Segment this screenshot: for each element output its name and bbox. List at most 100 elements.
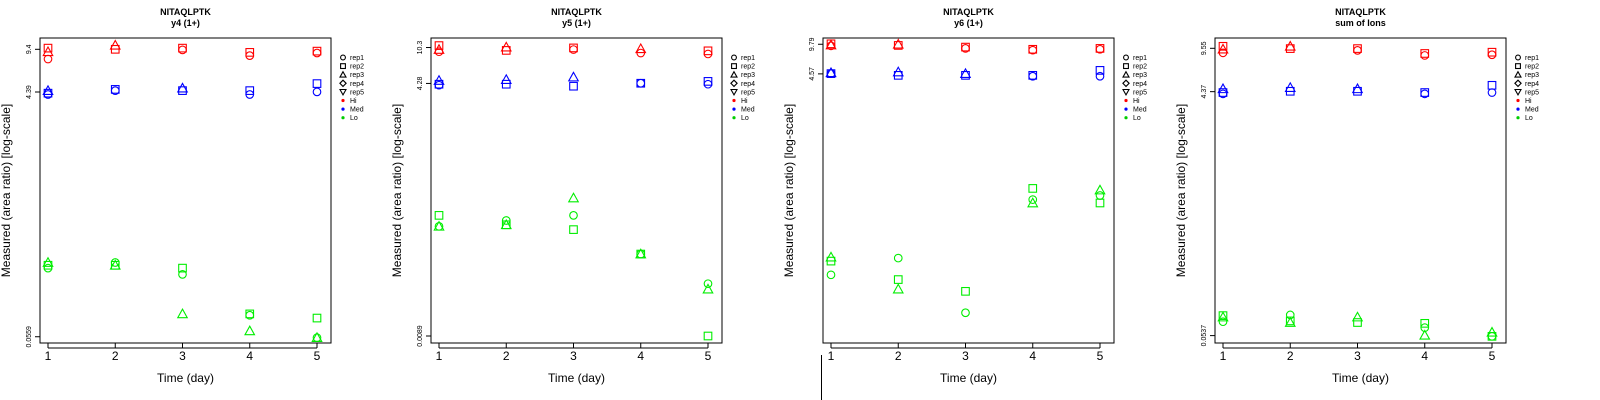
x-tick-label: 2 <box>112 349 119 363</box>
y-tick-label: 4.39 <box>26 85 33 99</box>
data-point <box>1486 326 1498 337</box>
x-axis-label: Time (day) <box>940 371 997 385</box>
x-tick-label: 1 <box>436 349 443 363</box>
data-point <box>961 308 970 318</box>
chart-subtitle: y5 (1+) <box>562 18 591 28</box>
y-tick-label: 0.0537 <box>1201 325 1208 347</box>
data-point <box>110 85 120 94</box>
legend-label: Hi <box>1525 98 1532 105</box>
x-tick-label: 3 <box>1354 349 1361 363</box>
legend-label: rep2 <box>1525 64 1539 71</box>
data-point <box>312 48 322 58</box>
legend-marker <box>1516 98 1520 103</box>
plot-frame <box>430 37 723 344</box>
data-point <box>433 220 445 231</box>
legend-label: rep1 <box>1525 55 1539 62</box>
data-point <box>245 309 255 319</box>
legend-marker <box>1514 79 1522 88</box>
x-axis-label: Time (day) <box>1332 371 1389 385</box>
data-point <box>1284 81 1296 92</box>
data-point <box>1420 88 1430 97</box>
data-point <box>961 42 970 52</box>
data-point <box>703 279 713 289</box>
y-tick-label: 0.0559 <box>26 326 33 348</box>
legend-label: rep3 <box>741 72 755 79</box>
data-point <box>1284 40 1296 51</box>
legend-marker <box>341 98 345 103</box>
legend-label: rep2 <box>1133 64 1147 71</box>
data-point <box>1028 44 1038 54</box>
chart-title: NITAQLPTK <box>551 7 602 17</box>
data-point <box>433 43 445 54</box>
x-tick-label: 2 <box>1287 349 1294 363</box>
legend-marker <box>341 107 345 111</box>
data-point <box>636 78 646 88</box>
data-point <box>1351 82 1364 94</box>
legend-label: rep3 <box>1133 72 1147 79</box>
x-tick-label: 5 <box>705 349 712 363</box>
chart-subtitle: y6 (1+) <box>954 18 983 28</box>
data-point <box>311 331 323 343</box>
chart-subtitle: y4 (1+) <box>171 18 200 28</box>
chart-title: NITAQLPTK <box>1335 7 1386 17</box>
legend-label: Med <box>1133 107 1147 114</box>
data-point <box>1095 71 1105 81</box>
y-tick-label: 4.57 <box>809 67 816 81</box>
data-point <box>703 49 713 59</box>
data-point <box>178 45 187 55</box>
data-point <box>500 41 512 52</box>
data-point <box>825 66 837 78</box>
y-tick-label: 9.55 <box>1201 41 1208 55</box>
data-point <box>1353 318 1362 327</box>
data-point <box>42 256 54 267</box>
legend-marker <box>730 88 738 97</box>
data-point <box>178 263 187 273</box>
data-point <box>1487 88 1497 97</box>
legend-marker <box>1123 54 1129 61</box>
data-point <box>1218 317 1228 327</box>
data-point <box>961 286 970 296</box>
data-point <box>893 275 903 284</box>
x-tick-label: 3 <box>179 349 186 363</box>
legend-marker <box>341 116 345 120</box>
legend-marker <box>339 79 347 88</box>
data-point <box>569 81 578 91</box>
data-point <box>892 283 904 294</box>
data-point <box>500 73 512 84</box>
data-point <box>959 67 972 78</box>
y-tick-label: 0.0089 <box>417 325 424 347</box>
legend-label: rep3 <box>1525 72 1539 79</box>
legend-marker <box>1516 107 1520 111</box>
legend-label: Lo <box>1525 115 1533 122</box>
legend-label: rep4 <box>741 81 755 88</box>
legend-marker <box>732 107 736 111</box>
data-point <box>703 79 713 89</box>
legend-label: Lo <box>741 115 749 122</box>
data-point <box>42 84 54 95</box>
legend-label: rep5 <box>350 89 364 96</box>
data-point <box>1419 329 1431 340</box>
legend-label: rep2 <box>741 64 755 71</box>
plot-frame <box>1214 37 1507 344</box>
data-point <box>569 225 578 234</box>
data-point <box>312 313 322 323</box>
data-point <box>1028 184 1038 193</box>
data-point <box>703 331 713 341</box>
legend-label: Lo <box>1133 115 1141 122</box>
data-point <box>43 43 53 53</box>
legend-label: rep4 <box>1525 81 1539 88</box>
data-point <box>825 39 837 50</box>
data-point <box>176 308 189 319</box>
y-tick-label: 9.4 <box>26 44 33 54</box>
data-point <box>1217 82 1229 94</box>
x-tick-label: 2 <box>503 349 510 363</box>
legend-label: Med <box>1525 107 1539 114</box>
data-point <box>1420 51 1430 60</box>
data-point <box>567 192 580 203</box>
data-point <box>826 69 836 78</box>
data-point <box>109 259 121 270</box>
legend-marker <box>730 79 738 88</box>
data-point <box>176 82 189 93</box>
